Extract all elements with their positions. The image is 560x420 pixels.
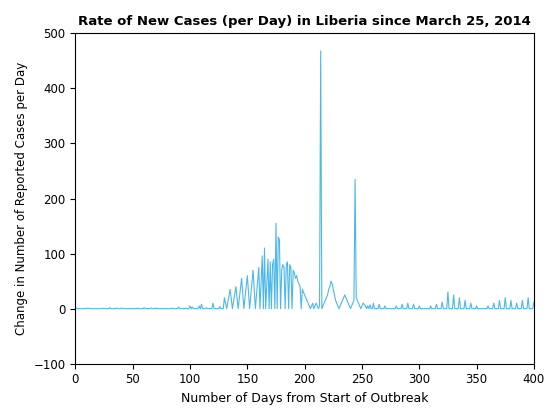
Title: Rate of New Cases (per Day) in Liberia since March 25, 2014: Rate of New Cases (per Day) in Liberia s… [78, 15, 531, 28]
X-axis label: Number of Days from Start of Outbreak: Number of Days from Start of Outbreak [181, 392, 428, 405]
Y-axis label: Change in Number of Reported Cases per Day: Change in Number of Reported Cases per D… [15, 62, 28, 335]
